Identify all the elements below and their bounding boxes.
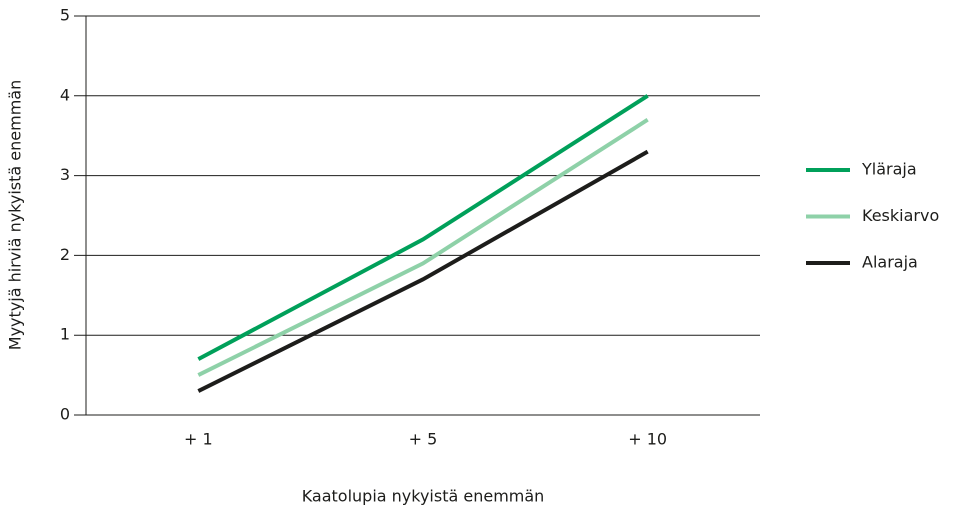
x-tick-label: + 5 [409,430,438,449]
x-tick-label: + 10 [628,430,667,449]
series-line [197,94,649,361]
legend-label: Yläraja [861,160,917,179]
y-tick-label: 2 [60,245,70,264]
series-line [197,118,649,377]
legend-label: Keskiarvo [862,206,939,225]
y-tick-label: 3 [60,165,70,184]
y-tick-label: 0 [60,405,70,424]
legend-label: Alaraja [862,253,918,272]
y-tick-label: 1 [60,325,70,344]
x-tick-label: + 1 [184,430,213,449]
y-axis-label: Myytyjä hirviä nykyistä enemmän [6,80,25,350]
y-tick-label: 5 [60,6,70,25]
y-tick-label: 4 [60,85,70,104]
x-axis-label: Kaatolupia nykyistä enemmän [302,487,545,506]
series-line [197,149,649,393]
